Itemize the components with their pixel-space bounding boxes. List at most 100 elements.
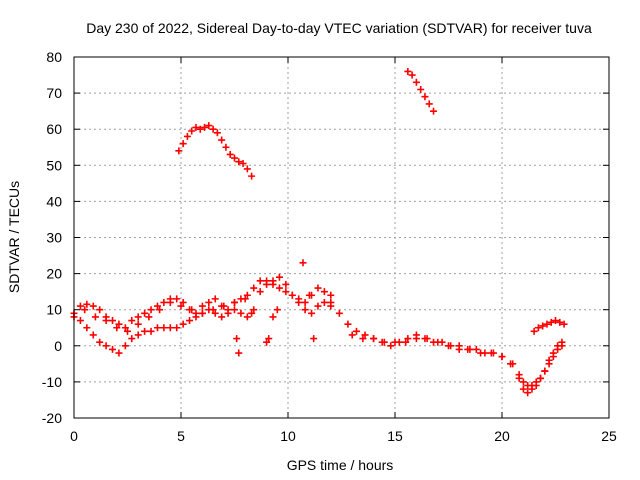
data-point bbox=[211, 295, 219, 303]
data-point bbox=[556, 318, 564, 326]
data-point bbox=[295, 298, 303, 306]
data-point bbox=[115, 349, 123, 357]
data-point bbox=[186, 317, 194, 325]
data-point bbox=[196, 125, 204, 133]
data-point bbox=[198, 309, 206, 317]
series-isolated bbox=[233, 259, 318, 357]
data-point bbox=[188, 306, 196, 314]
data-point bbox=[141, 309, 149, 317]
data-point bbox=[532, 382, 540, 390]
data-point bbox=[335, 309, 343, 317]
plot-frame bbox=[73, 56, 610, 419]
series-lower-band bbox=[70, 273, 335, 357]
data-point bbox=[89, 302, 97, 310]
data-point bbox=[421, 93, 429, 101]
data-point bbox=[188, 127, 196, 135]
data-point bbox=[96, 306, 104, 314]
data-point bbox=[192, 123, 200, 131]
series-final-arc bbox=[530, 317, 568, 335]
data-point bbox=[209, 306, 217, 314]
data-point bbox=[134, 320, 142, 328]
data-point bbox=[539, 322, 547, 330]
data-point bbox=[173, 324, 181, 332]
data-point bbox=[352, 327, 360, 335]
data-point bbox=[121, 324, 129, 332]
data-point bbox=[269, 277, 277, 285]
data-point bbox=[121, 342, 129, 350]
data-point bbox=[237, 309, 245, 317]
data-point bbox=[213, 129, 221, 137]
data-point bbox=[124, 327, 131, 335]
data-point bbox=[91, 313, 99, 321]
data-point bbox=[250, 306, 258, 314]
y-tick-label: -20 bbox=[42, 410, 62, 426]
data-point bbox=[412, 78, 420, 86]
data-point bbox=[275, 284, 283, 292]
data-point bbox=[81, 306, 89, 314]
data-point bbox=[205, 122, 213, 130]
data-points bbox=[70, 67, 568, 397]
x-tick-label: 20 bbox=[494, 428, 510, 444]
series-arc-high-2 bbox=[404, 67, 438, 115]
data-point bbox=[320, 298, 328, 306]
data-point bbox=[408, 71, 416, 79]
data-point bbox=[530, 327, 538, 335]
data-point bbox=[128, 335, 136, 343]
data-point bbox=[243, 313, 251, 321]
x-tick-label: 0 bbox=[70, 428, 78, 444]
data-point bbox=[192, 313, 200, 321]
data-point bbox=[327, 298, 335, 306]
data-point bbox=[282, 280, 290, 288]
data-point bbox=[359, 335, 367, 343]
data-point bbox=[241, 295, 249, 303]
y-tick-label: 10 bbox=[46, 302, 62, 318]
data-point bbox=[273, 306, 281, 314]
y-tick-label: 20 bbox=[46, 266, 62, 282]
data-point bbox=[552, 317, 559, 325]
data-point bbox=[547, 318, 555, 326]
data-point bbox=[134, 313, 142, 321]
data-point bbox=[231, 298, 238, 306]
data-point bbox=[519, 378, 527, 386]
y-axis-ticks: -20 -10 0 10 20 30 40 50 60 70 80 bbox=[42, 49, 609, 426]
data-point bbox=[541, 367, 549, 375]
data-point bbox=[147, 306, 155, 314]
data-point bbox=[430, 107, 438, 115]
data-point bbox=[515, 371, 523, 379]
data-point bbox=[83, 324, 91, 332]
data-point bbox=[412, 335, 420, 343]
data-point bbox=[425, 100, 433, 108]
data-point bbox=[160, 324, 168, 332]
series-mid-band bbox=[81, 295, 249, 335]
data-point bbox=[320, 288, 328, 296]
data-point bbox=[560, 320, 568, 328]
data-point bbox=[102, 342, 110, 350]
data-point bbox=[299, 259, 307, 267]
data-point bbox=[477, 349, 485, 357]
data-point bbox=[509, 360, 517, 368]
data-point bbox=[528, 385, 536, 393]
data-point bbox=[83, 300, 91, 308]
data-point bbox=[243, 165, 251, 173]
data-point bbox=[554, 342, 562, 350]
data-point bbox=[147, 327, 155, 335]
data-point bbox=[455, 345, 463, 353]
series-arc-high-1 bbox=[175, 122, 256, 180]
data-point bbox=[201, 123, 209, 131]
data-point bbox=[128, 317, 136, 325]
data-point bbox=[301, 298, 309, 306]
data-point bbox=[235, 349, 243, 357]
data-point bbox=[160, 298, 168, 306]
data-point bbox=[301, 306, 309, 314]
data-point bbox=[387, 342, 395, 350]
data-point bbox=[265, 335, 273, 343]
data-point bbox=[519, 385, 527, 393]
data-point bbox=[558, 338, 566, 346]
data-point bbox=[76, 302, 84, 310]
series-upper-band bbox=[70, 277, 335, 332]
data-point bbox=[166, 298, 174, 306]
data-point bbox=[534, 324, 542, 332]
data-point bbox=[380, 338, 388, 346]
grid bbox=[74, 57, 609, 418]
